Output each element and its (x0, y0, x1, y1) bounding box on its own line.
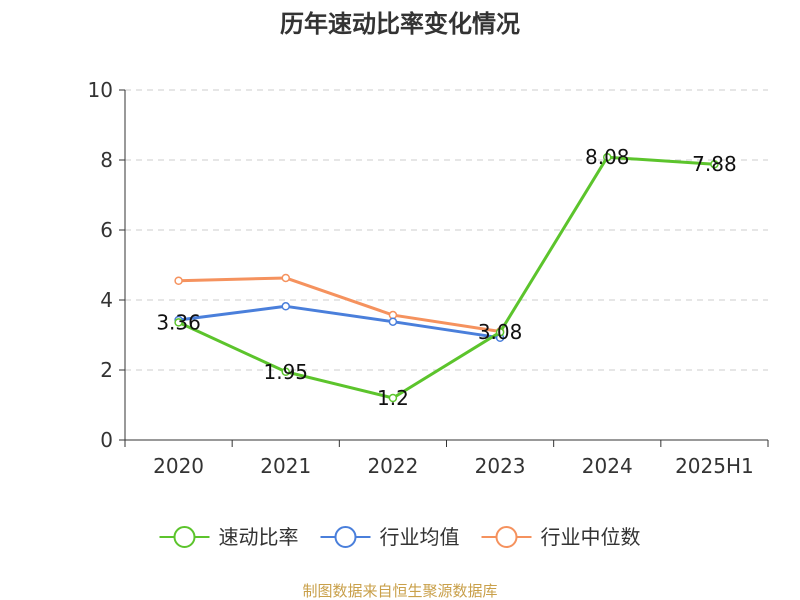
data-point[interactable] (174, 276, 183, 285)
data-point[interactable] (603, 152, 612, 162)
x-tick-label: 2022 (367, 454, 418, 478)
source-note: 制图数据来自恒生聚源数据库 (302, 582, 497, 600)
x-tick-label: 2021 (260, 454, 311, 478)
data-label: 8.08 (585, 145, 630, 169)
legend[interactable]: 速动比率 行业均值 行业中位数 (159, 525, 641, 549)
x-tick-label: 2024 (582, 454, 633, 478)
data-labels: 3.36 1.95 1.2 3.08 8.08 7.88 (156, 145, 736, 410)
series-line (178, 276, 501, 333)
y-tick-label: 2 (100, 358, 113, 382)
data-label: 1.95 (263, 360, 308, 384)
y-tick-label: 10 (88, 78, 113, 102)
legend-item[interactable]: 速动比率 (159, 525, 299, 549)
legend-marker (495, 526, 518, 548)
legend-label: 行业均值 (380, 525, 460, 549)
series-line (177, 155, 715, 400)
data-label: 7.88 (692, 152, 737, 176)
x-tick-label: 2020 (153, 454, 204, 478)
data-point[interactable] (495, 327, 505, 337)
x-tick-label: 2025H1 (675, 454, 754, 478)
y-tick-label: 8 (100, 148, 113, 172)
data-point[interactable] (710, 159, 719, 169)
legend-item[interactable]: 行业均值 (320, 525, 460, 549)
data-point[interactable] (281, 302, 290, 311)
data-point[interactable] (174, 318, 183, 327)
legend-marker (173, 526, 196, 548)
y-tick-label: 6 (100, 218, 113, 242)
data-point[interactable] (388, 317, 398, 326)
grid (125, 89, 768, 371)
data-label: 3.36 (156, 310, 201, 334)
data-point[interactable] (388, 393, 398, 403)
legend-item[interactable]: 行业中位数 (481, 525, 641, 549)
legend-marker (334, 526, 357, 548)
data-point[interactable] (281, 273, 290, 283)
data-label: 1.2 (377, 386, 409, 410)
data-point[interactable] (281, 367, 290, 376)
x-tick-label: 2023 (475, 454, 526, 478)
y-tick-label: 4 (100, 288, 113, 312)
legend-label: 速动比率 (219, 525, 299, 549)
y-tick-label: 0 (100, 428, 113, 452)
series-line (178, 304, 501, 340)
chart-title: 历年速动比率变化情况 (280, 10, 520, 38)
axes: 0 2 4 6 8 10 2020 2021 2022 2023 2024 2025H1 (88, 78, 769, 478)
legend-label: 行业中位数 (541, 525, 641, 549)
series (174, 152, 719, 403)
data-label: 3.08 (478, 320, 523, 344)
